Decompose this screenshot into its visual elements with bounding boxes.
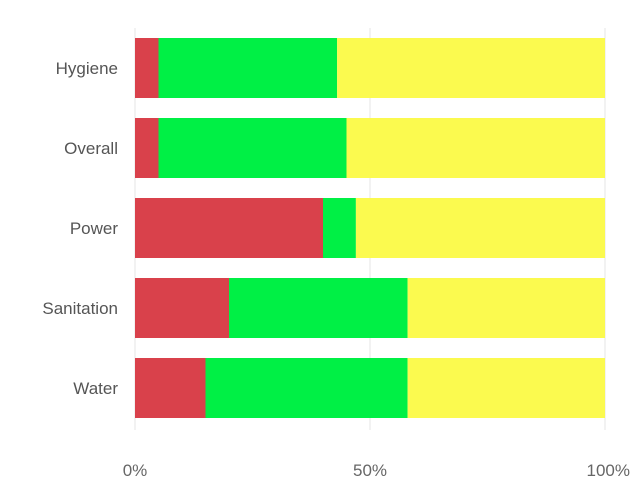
bar-power-segment-2 — [323, 198, 356, 258]
bar-hygiene-segment-1 — [135, 38, 159, 98]
x-tick-label-2: 100% — [587, 461, 630, 480]
category-labels: Hygiene Overall Power Sanitation Water — [42, 59, 118, 398]
bar-overall-segment-1 — [135, 118, 159, 178]
bar-sanitation-segment-2 — [229, 278, 408, 338]
bar-water-segment-1 — [135, 358, 206, 418]
category-label-overall: Overall — [64, 139, 118, 158]
bar-water-segment-3 — [407, 358, 605, 418]
bars-layer — [135, 38, 605, 418]
x-tick-label-1: 50% — [353, 461, 387, 480]
category-label-hygiene: Hygiene — [56, 59, 118, 78]
category-label-sanitation: Sanitation — [42, 299, 118, 318]
bar-water-segment-2 — [205, 358, 408, 418]
category-label-power: Power — [70, 219, 119, 238]
bar-sanitation-segment-1 — [135, 278, 229, 338]
x-tick-label-0: 0% — [123, 461, 148, 480]
bar-hygiene-segment-2 — [158, 38, 338, 98]
x-axis-tick-labels: 0% 50% 100% — [123, 461, 630, 480]
bar-power-segment-3 — [355, 198, 605, 258]
bar-overall-segment-2 — [158, 118, 347, 178]
bar-overall-segment-3 — [346, 118, 605, 178]
category-label-water: Water — [73, 379, 118, 398]
bar-sanitation-segment-3 — [407, 278, 605, 338]
bar-power-segment-1 — [135, 198, 323, 258]
bar-hygiene-segment-3 — [337, 38, 605, 98]
